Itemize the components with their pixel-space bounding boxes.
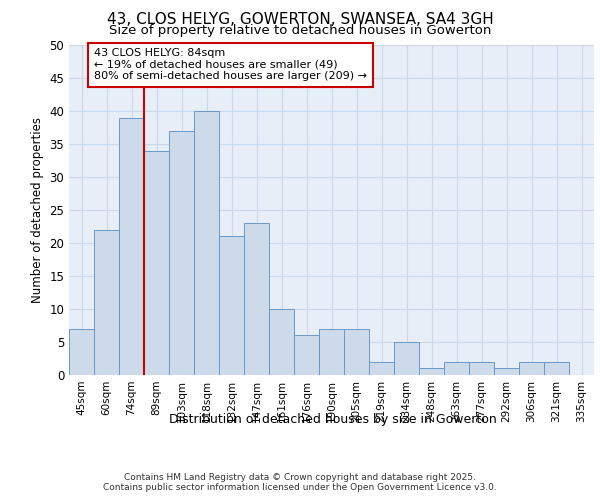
Bar [369, 362, 394, 375]
Bar [244, 223, 269, 375]
Text: 43 CLOS HELYG: 84sqm
← 19% of detached houses are smaller (49)
80% of semi-detac: 43 CLOS HELYG: 84sqm ← 19% of detached h… [94, 48, 367, 82]
Bar [269, 309, 294, 375]
Text: Contains public sector information licensed under the Open Government Licence v3: Contains public sector information licen… [103, 482, 497, 492]
Text: Distribution of detached houses by size in Gowerton: Distribution of detached houses by size … [169, 412, 497, 426]
Bar [469, 362, 494, 375]
Bar [94, 230, 119, 375]
Text: Contains HM Land Registry data © Crown copyright and database right 2025.: Contains HM Land Registry data © Crown c… [124, 472, 476, 482]
Bar [344, 329, 369, 375]
Bar [69, 329, 94, 375]
Bar [419, 368, 444, 375]
Bar [319, 329, 344, 375]
Y-axis label: Number of detached properties: Number of detached properties [31, 117, 44, 303]
Text: Size of property relative to detached houses in Gowerton: Size of property relative to detached ho… [109, 24, 491, 37]
Bar [169, 131, 194, 375]
Bar [219, 236, 244, 375]
Bar [544, 362, 569, 375]
Bar [294, 336, 319, 375]
Bar [519, 362, 544, 375]
Bar [194, 111, 219, 375]
Bar [119, 118, 144, 375]
Bar [144, 150, 169, 375]
Bar [444, 362, 469, 375]
Bar [494, 368, 519, 375]
Text: 43, CLOS HELYG, GOWERTON, SWANSEA, SA4 3GH: 43, CLOS HELYG, GOWERTON, SWANSEA, SA4 3… [107, 12, 493, 28]
Bar [394, 342, 419, 375]
